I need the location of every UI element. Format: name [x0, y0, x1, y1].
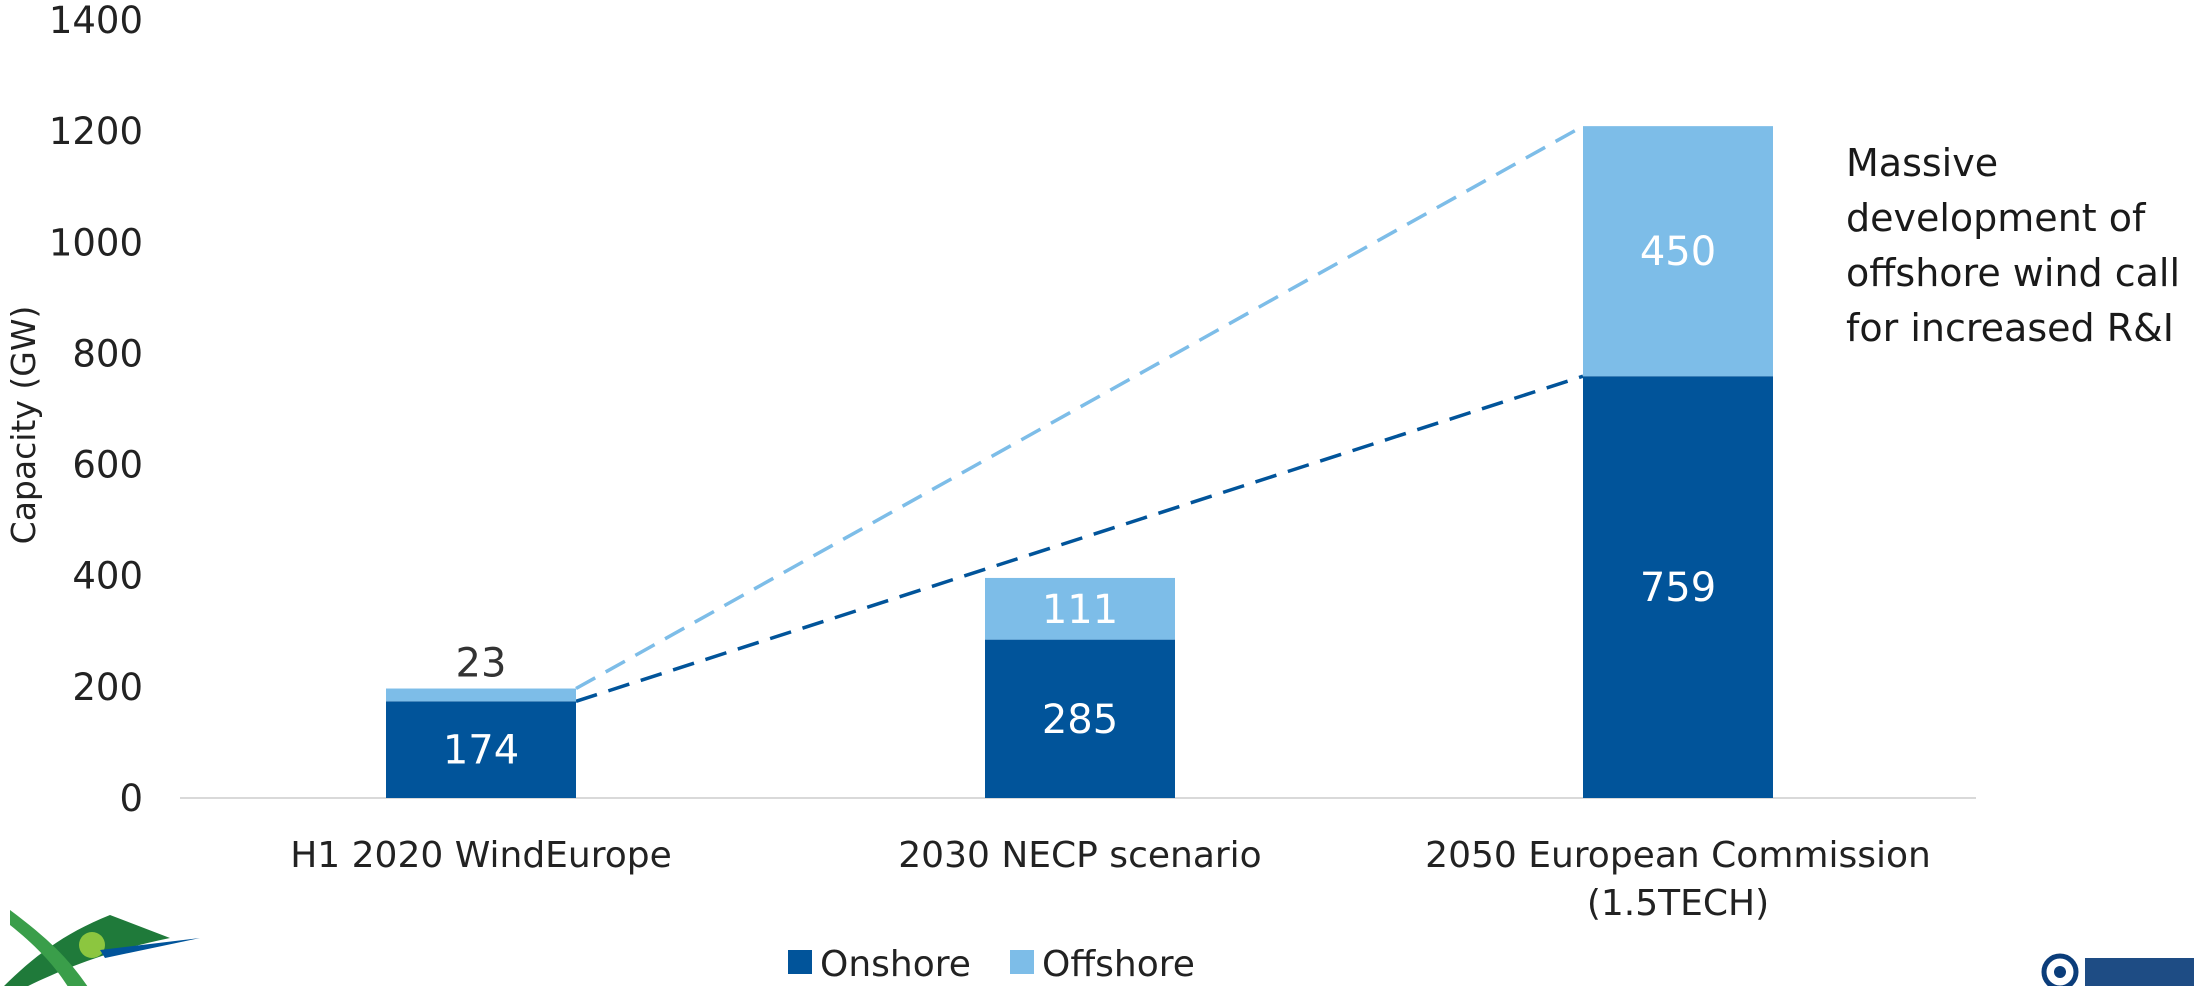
legend-swatch-offshore	[1010, 950, 1034, 974]
annotation-line: Massive	[1846, 141, 1999, 185]
trend-lines	[575, 124, 1584, 703]
category-label: 2030 NECP scenario	[898, 835, 1261, 876]
windeurope-logo	[4, 910, 200, 986]
annotation-line: development of	[1846, 196, 2146, 240]
data-label-onshore: 174	[443, 728, 519, 774]
category-labels: H1 2020 WindEurope 2030 NECP scenario 2050…	[290, 835, 1931, 924]
bar-offshore	[386, 688, 576, 702]
category-label: (1.5TECH)	[1587, 883, 1769, 924]
legend-label-onshore: Onshore	[820, 944, 971, 985]
annotation-line: for increased R&I	[1846, 306, 2174, 350]
legend-label-offshore: Offshore	[1042, 944, 1195, 985]
data-labels: 174 23 285 111 759 450	[443, 229, 1716, 773]
y-tick-label: 1400	[49, 0, 143, 42]
y-tick-label: 200	[72, 666, 143, 709]
data-label-onshore: 759	[1640, 565, 1716, 611]
bar-offshore	[985, 577, 1175, 640]
annotation-text: Massive development of offshore wind cal…	[1846, 136, 2191, 356]
y-tick-label: 400	[72, 555, 143, 598]
category-label: H1 2020 WindEurope	[290, 835, 672, 876]
y-tick-label: 600	[72, 444, 143, 487]
y-tick-label: 1200	[49, 110, 143, 153]
data-label-onshore: 285	[1042, 697, 1118, 743]
bar-onshore	[985, 639, 1175, 798]
data-label-offshore: 450	[1640, 229, 1716, 275]
legend-swatch-onshore	[788, 950, 812, 974]
bar-onshore	[386, 701, 576, 798]
category-label: 2050 European Commission	[1425, 835, 1931, 876]
bar-onshore	[1583, 376, 1773, 798]
y-axis-ticks: 0 200 400 600 800 1000 1200 1400	[49, 0, 143, 820]
y-tick-label: 0	[119, 777, 143, 820]
legend: Onshore Offshore	[788, 944, 1195, 985]
y-tick-label: 1000	[49, 221, 143, 264]
y-axis-title: Capacity (GW)	[4, 306, 43, 545]
annotation-line: offshore wind call	[1846, 251, 2181, 295]
data-label-offshore: 111	[1042, 587, 1118, 633]
sintef-logo	[2041, 953, 2194, 986]
trend-line-offshore	[575, 124, 1584, 691]
bar-offshore	[1583, 126, 1773, 377]
data-label-offshore: 23	[456, 641, 507, 687]
bars	[386, 126, 1773, 798]
trend-line-onshore	[575, 374, 1584, 703]
y-tick-label: 800	[72, 332, 143, 375]
